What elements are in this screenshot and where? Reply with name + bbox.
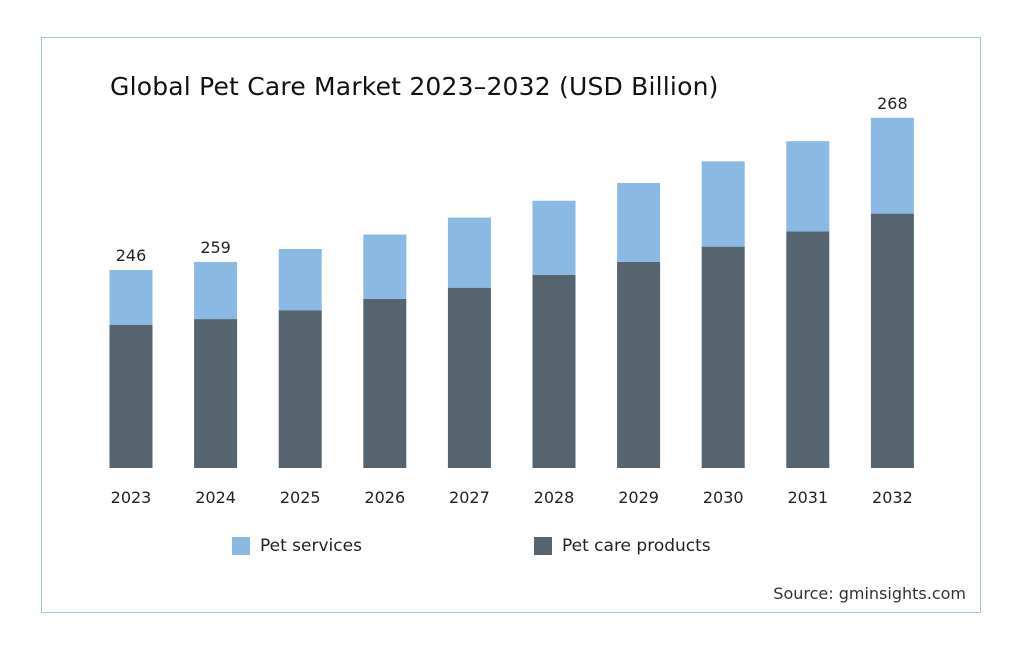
bar-pet-services-2023 bbox=[109, 269, 153, 325]
bar-pet-services-2025 bbox=[278, 249, 322, 311]
bar-pet-care-products-2026 bbox=[363, 298, 407, 468]
bar-pet-services-2032 bbox=[870, 117, 914, 214]
chart-frame bbox=[41, 37, 981, 613]
x-tick-label-2025: 2025 bbox=[280, 488, 321, 507]
bar-pet-services-2030 bbox=[701, 161, 745, 247]
legend-label: Pet care products bbox=[562, 536, 711, 556]
x-tick-label-2030: 2030 bbox=[703, 488, 744, 507]
x-tick-label-2026: 2026 bbox=[364, 488, 405, 507]
bar-pet-care-products-2023 bbox=[109, 324, 153, 468]
bar-pet-services-2026 bbox=[363, 234, 407, 299]
bar-pet-care-products-2031 bbox=[786, 231, 830, 468]
total-label-2024: 259 bbox=[200, 238, 231, 257]
x-tick-label-2023: 2023 bbox=[111, 488, 152, 507]
x-tick-label-2031: 2031 bbox=[787, 488, 828, 507]
x-tick-label-2029: 2029 bbox=[618, 488, 659, 507]
bar-pet-care-products-2027 bbox=[447, 287, 491, 468]
bar-pet-services-2024 bbox=[194, 261, 238, 320]
bar-pet-services-2027 bbox=[447, 217, 491, 288]
bar-pet-services-2028 bbox=[532, 200, 576, 275]
bar-pet-care-products-2025 bbox=[278, 310, 322, 468]
legend-swatch-pet-services bbox=[232, 537, 250, 555]
legend-label: Pet services bbox=[260, 536, 362, 556]
bar-pet-care-products-2032 bbox=[870, 213, 914, 468]
bar-pet-care-products-2024 bbox=[194, 319, 238, 468]
chart-title: Global Pet Care Market 2023–2032 (USD Bi… bbox=[110, 72, 719, 101]
legend-item-pet-care-products: Pet care products bbox=[534, 536, 711, 556]
legend-swatch-pet-care-products bbox=[534, 537, 552, 555]
bar-pet-services-2031 bbox=[786, 141, 830, 232]
x-tick-label-2024: 2024 bbox=[195, 488, 236, 507]
bar-pet-care-products-2029 bbox=[617, 261, 661, 468]
bar-pet-care-products-2028 bbox=[532, 274, 576, 468]
bar-pet-services-2029 bbox=[617, 183, 661, 262]
x-tick-label-2028: 2028 bbox=[534, 488, 575, 507]
x-tick-label-2032: 2032 bbox=[872, 488, 913, 507]
bar-pet-care-products-2030 bbox=[701, 246, 745, 468]
source-note: Source: gminsights.com bbox=[773, 584, 966, 603]
legend-item-pet-services: Pet services bbox=[232, 536, 362, 556]
total-label-2023: 246 bbox=[116, 246, 147, 265]
x-tick-label-2027: 2027 bbox=[449, 488, 490, 507]
total-label-2032: 268 bbox=[877, 94, 908, 113]
